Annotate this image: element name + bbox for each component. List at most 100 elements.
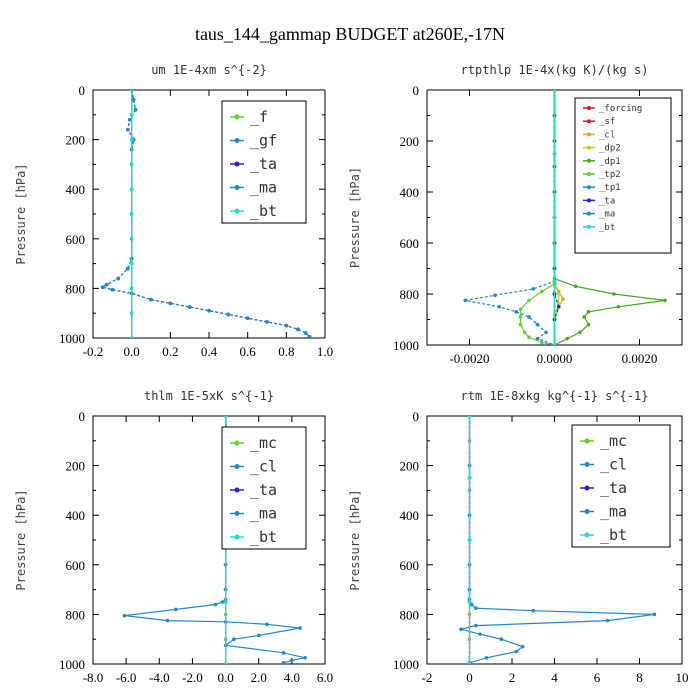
y-tick-label: 200 bbox=[400, 134, 420, 149]
x-tick-label: 1.0 bbox=[317, 344, 333, 359]
legend-marker bbox=[234, 138, 240, 143]
legend-entry: _dp1 bbox=[599, 157, 621, 167]
data-point bbox=[484, 656, 489, 660]
data-point bbox=[129, 113, 134, 117]
y-tick-label: 200 bbox=[400, 459, 420, 474]
data-point bbox=[129, 286, 134, 291]
x-tick-label: 0.4 bbox=[201, 344, 218, 359]
data-point bbox=[527, 315, 531, 319]
legend-entry: _tp2 bbox=[599, 170, 621, 180]
data-point bbox=[539, 340, 544, 345]
panel-title: rtpthlp 1E-4x(kg K)/(kg s) bbox=[461, 63, 649, 77]
panel-4: rtm 1E-8xkg kg^{-1} s^{-1} Pressure [hPa]… bbox=[348, 389, 689, 685]
x-tick-label: 8 bbox=[636, 670, 643, 685]
data-point bbox=[290, 658, 294, 663]
data-point bbox=[493, 293, 497, 298]
legend-marker bbox=[234, 440, 240, 446]
data-point bbox=[499, 637, 504, 641]
legend-entry: _ta bbox=[250, 155, 277, 173]
data-point bbox=[298, 626, 302, 630]
y-tick-label: 400 bbox=[400, 508, 420, 523]
data-point bbox=[527, 335, 531, 340]
legend-entry: _bt bbox=[250, 202, 277, 220]
data-point bbox=[133, 108, 138, 112]
x-tick-label: -6.0 bbox=[116, 670, 137, 685]
data-point bbox=[207, 308, 211, 313]
data-point bbox=[256, 633, 261, 638]
x-tick-label: 0.2 bbox=[162, 344, 178, 359]
series-group bbox=[100, 90, 312, 338]
data-point bbox=[586, 322, 591, 327]
panel-1: um 1E-4xm s^{-2} Pressure [hPa] 0 200 400 600… bbox=[14, 63, 333, 359]
data-point bbox=[531, 608, 536, 613]
data-point bbox=[281, 651, 286, 655]
legend-marker bbox=[584, 485, 590, 491]
x-tick-label: -4.0 bbox=[149, 670, 170, 685]
x-tick-label: 0 bbox=[466, 670, 473, 685]
data-point bbox=[265, 320, 269, 324]
y-tick-label: 200 bbox=[66, 133, 86, 148]
data-point bbox=[100, 285, 105, 289]
legend-entry: _ta bbox=[600, 479, 627, 497]
x-tick-label: 2 bbox=[509, 670, 516, 685]
series-group bbox=[459, 416, 657, 664]
data-point bbox=[129, 212, 134, 216]
series-group bbox=[463, 90, 667, 345]
x-tick-label: 2.0 bbox=[251, 670, 267, 685]
data-point bbox=[223, 662, 228, 664]
legend-marker bbox=[234, 511, 240, 516]
y-tick-label: 1000 bbox=[393, 338, 419, 353]
data-point bbox=[213, 602, 218, 607]
y-tick-label: 0 bbox=[413, 409, 420, 424]
data-point bbox=[296, 327, 300, 332]
legend-marker bbox=[587, 224, 591, 229]
y-axis-label: Pressure [hPa] bbox=[348, 489, 362, 590]
data-point bbox=[474, 606, 478, 610]
legend-marker bbox=[587, 119, 591, 124]
series-line bbox=[553, 90, 666, 345]
y-tick-label: 800 bbox=[400, 287, 420, 302]
x-tick-label: -0.0020 bbox=[449, 351, 489, 366]
data-point bbox=[652, 612, 657, 617]
data-point bbox=[616, 304, 621, 309]
x-tick-label: 10 bbox=[676, 670, 689, 685]
legend-marker bbox=[587, 158, 591, 163]
data-point bbox=[463, 298, 468, 303]
x-tick-label: -2 bbox=[422, 670, 433, 685]
data-point bbox=[467, 538, 472, 542]
y-tick-label: 400 bbox=[66, 508, 86, 523]
data-point bbox=[220, 600, 225, 604]
legend-entry: _ma bbox=[250, 179, 277, 197]
data-point bbox=[174, 607, 178, 612]
data-point bbox=[129, 187, 134, 191]
data-point bbox=[531, 287, 536, 291]
data-point bbox=[223, 600, 228, 604]
series-line bbox=[519, 90, 556, 345]
data-point bbox=[187, 305, 192, 309]
y-tick-label: 200 bbox=[66, 459, 86, 474]
y-tick-label: 600 bbox=[66, 232, 86, 247]
data-point bbox=[552, 279, 557, 284]
data-point bbox=[307, 334, 312, 338]
data-point bbox=[129, 237, 134, 241]
legend-entry: _bt bbox=[250, 528, 277, 546]
data-point bbox=[165, 618, 170, 623]
x-tick-label: 4 bbox=[551, 670, 558, 685]
data-point bbox=[514, 649, 519, 654]
data-point bbox=[518, 307, 523, 312]
legend-marker bbox=[587, 211, 591, 216]
data-point bbox=[663, 298, 667, 303]
legend-entry: _mc bbox=[250, 434, 277, 452]
legend-marker bbox=[587, 145, 591, 150]
y-tick-label: 600 bbox=[400, 558, 420, 573]
data-point bbox=[469, 602, 474, 607]
panel-2: rtpthlp 1E-4x(kg K)/(kg s) Pressure [hPa]… bbox=[348, 63, 683, 366]
legend-marker bbox=[587, 198, 591, 203]
panel-title: um 1E-4xm s^{-2} bbox=[151, 63, 267, 77]
data-point bbox=[556, 292, 561, 296]
x-tick-label: 0.0000 bbox=[537, 351, 573, 366]
data-point bbox=[552, 151, 557, 156]
data-point bbox=[126, 266, 130, 271]
y-tick-label: 0 bbox=[79, 83, 86, 98]
legend-entry: _ma bbox=[600, 503, 627, 521]
